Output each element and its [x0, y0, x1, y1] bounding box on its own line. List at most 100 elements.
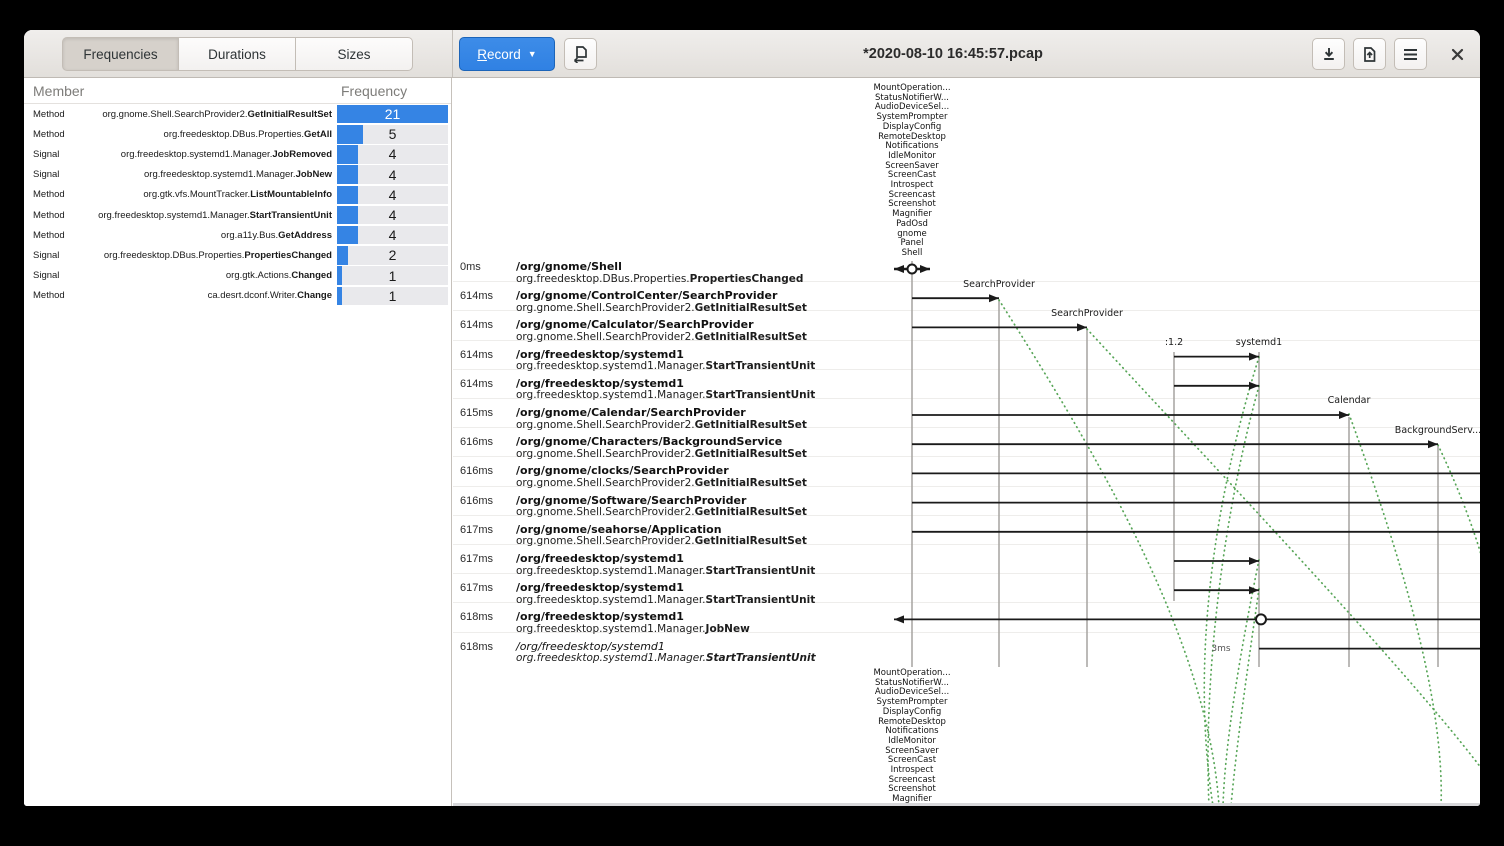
- timestamp: 614ms: [460, 290, 494, 303]
- lifeline-label: IdleMonitor: [888, 735, 936, 746]
- message-detail: org.gnome.Shell.SearchProvider2.GetIniti…: [516, 330, 807, 343]
- lifeline-label: ScreenSaver: [885, 745, 939, 756]
- timeline-row[interactable]: 614ms/org/gnome/ControlCenter/SearchProv…: [453, 289, 923, 318]
- lifeline-label: Screenshot: [888, 784, 936, 795]
- close-icon: [1451, 48, 1463, 60]
- close-button[interactable]: [1442, 38, 1472, 70]
- frequency-bar: 1: [337, 266, 448, 285]
- lifeline-label: StatusNotifierW...: [875, 677, 949, 688]
- table-row[interactable]: Signal org.freedesktop.systemd1.Manager.J…: [24, 144, 451, 164]
- stats-table-body: Method org.gnome.Shell.SearchProvider2.Ge…: [24, 104, 451, 306]
- bustle-window: Frequencies Durations Sizes Record ▼ *20…: [24, 30, 1480, 806]
- table-row[interactable]: Signal org.freedesktop.DBus.Properties.Pr…: [24, 245, 451, 265]
- timeline-row[interactable]: 614ms/org/freedesktop/systemd1 org.freede…: [453, 377, 923, 406]
- object-path: /org/freedesktop/systemd1: [516, 610, 684, 624]
- member-name: org.gtk.Actions.Changed: [225, 270, 332, 282]
- timestamp: 618ms: [460, 611, 494, 624]
- table-row[interactable]: Method org.gtk.vfs.MountTracker.ListMount…: [24, 185, 451, 205]
- frequency-value: 4: [388, 166, 397, 183]
- table-row[interactable]: Method org.gnome.Shell.SearchProvider2.Ge…: [24, 104, 451, 124]
- object-path: /org/gnome/seahorse/Application: [516, 522, 722, 536]
- lifeline-label: SystemPrompter: [876, 697, 948, 708]
- message-detail: org.freedesktop.DBus.Properties.Properti…: [516, 272, 804, 285]
- timeline-row[interactable]: 614ms/org/freedesktop/systemd1 org.freede…: [453, 348, 923, 377]
- timestamp: 616ms: [460, 436, 494, 449]
- timeline-row[interactable]: 616ms/org/gnome/Characters/BackgroundSer…: [453, 435, 923, 464]
- object-path: /org/freedesktop/systemd1: [516, 639, 665, 653]
- lifeline-label: RemoteDesktop: [878, 131, 946, 142]
- timeline-row[interactable]: 618ms/org/freedesktop/systemd1 org.freede…: [453, 640, 923, 669]
- frequency-value: 1: [388, 287, 397, 304]
- tab-sizes[interactable]: Sizes: [296, 37, 413, 71]
- table-row[interactable]: Method org.freedesktop.DBus.Properties.Ge…: [24, 124, 451, 144]
- svg-text:SearchProvider: SearchProvider: [963, 279, 1035, 290]
- object-path: /org/gnome/Calendar/SearchProvider: [516, 406, 746, 419]
- timeline-row[interactable]: 616ms/org/gnome/clocks/SearchProvider org…: [453, 464, 923, 493]
- timeline-row[interactable]: 617ms/org/freedesktop/systemd1 org.freede…: [453, 552, 923, 581]
- object-path: /org/gnome/Calculator/SearchProvider: [516, 318, 754, 332]
- frequency-bar: 4: [337, 165, 448, 184]
- member-kind: Signal: [33, 270, 60, 282]
- member-name: org.freedesktop.systemd1.Manager.StartTr…: [98, 209, 332, 221]
- column-header-member[interactable]: Member: [33, 83, 85, 99]
- save-as-button[interactable]: [1353, 38, 1386, 70]
- frequency-bar: 1: [337, 286, 448, 306]
- row-separator: [453, 514, 1480, 516]
- timeline-row[interactable]: 618ms/org/freedesktop/systemd1 org.freede…: [453, 610, 923, 639]
- lifeline-labels-bottom: MountOperation... StatusNotifierW... Audio…: [792, 668, 1032, 805]
- message-detail: org.gnome.Shell.SearchProvider2.GetIniti…: [516, 418, 807, 431]
- object-path: /org/freedesktop/systemd1: [516, 376, 684, 390]
- frequency-bar-fill: [337, 145, 359, 164]
- open-pcap-button[interactable]: [564, 38, 597, 70]
- column-header-frequency[interactable]: Frequency: [341, 83, 408, 99]
- table-row[interactable]: Method org.freedesktop.systemd1.Manager.S…: [24, 205, 451, 225]
- lifeline-labels-top: MountOperation... StatusNotifierW... Audio…: [792, 83, 1032, 259]
- download-button[interactable]: [1312, 38, 1345, 70]
- tab-durations[interactable]: Durations: [179, 37, 296, 71]
- row-separator: [453, 310, 1480, 312]
- record-button[interactable]: Record ▼: [459, 37, 555, 71]
- frequency-bar-fill: [337, 104, 448, 124]
- timeline-row[interactable]: 614ms/org/gnome/Calculator/SearchProvide…: [453, 318, 923, 347]
- message-detail: org.freedesktop.systemd1.Manager.StartTr…: [516, 652, 816, 665]
- timeline-row[interactable]: 617ms/org/gnome/seahorse/Application org.…: [453, 523, 923, 552]
- object-path: /org/freedesktop/systemd1: [516, 347, 684, 361]
- lifeline-label: Magnifier: [892, 209, 932, 220]
- frequency-bar-fill: [337, 125, 364, 144]
- lifeline-label: ScreenCast: [887, 170, 937, 181]
- timeline-row[interactable]: 615ms/org/gnome/Calendar/SearchProvider o…: [453, 406, 923, 435]
- member-name: org.freedesktop.systemd1.Manager.JobNew: [144, 169, 332, 181]
- timeline-row[interactable]: 617ms/org/freedesktop/systemd1 org.freede…: [453, 581, 923, 610]
- member-name: org.a11y.Bus.GetAddress: [220, 229, 332, 241]
- lifeline-label: MountOperation...: [873, 668, 951, 678]
- lifeline-label: Shell: [901, 247, 923, 258]
- timeline-row[interactable]: 0ms/org/gnome/Shell org.freedesktop.DBus.…: [453, 260, 923, 289]
- member-kind: Method: [33, 209, 65, 221]
- timeline-row[interactable]: 616ms/org/gnome/Software/SearchProvider o…: [453, 494, 923, 523]
- table-row[interactable]: Method ca.desrt.dconf.Writer.Change 1: [24, 286, 451, 306]
- object-path: /org/freedesktop/systemd1: [516, 552, 684, 565]
- save-as-icon: [1364, 46, 1376, 62]
- menu-button[interactable]: [1394, 38, 1427, 70]
- lifeline-label: DisplayConfig: [882, 121, 942, 132]
- message-detail: org.gnome.Shell.SearchProvider2.GetIniti…: [516, 301, 807, 314]
- table-row[interactable]: Method org.a11y.Bus.GetAddress 4: [24, 225, 451, 245]
- lifeline-label: AudioDeviceSel...: [874, 687, 950, 698]
- frequency-stats-pane: Member Frequency Method org.gnome.Shell.S…: [24, 78, 452, 806]
- table-row[interactable]: Signal org.freedesktop.systemd1.Manager.J…: [24, 165, 451, 185]
- timestamp: 614ms: [460, 319, 494, 332]
- frequency-bar-fill: [337, 185, 359, 205]
- message-detail: org.freedesktop.systemd1.Manager.StartTr…: [516, 360, 816, 373]
- frequency-bar-fill: [337, 266, 343, 285]
- svg-text:BackgroundServ...: BackgroundServ...: [1395, 425, 1480, 436]
- lifeline-label: IdleMonitor: [888, 150, 936, 161]
- horizontal-scrollbar[interactable]: [453, 803, 1480, 806]
- row-separator: [453, 573, 1480, 575]
- object-path: /org/gnome/Characters/BackgroundService: [516, 435, 783, 449]
- lifeline-label: AudioDeviceSel...: [874, 102, 950, 113]
- tab-frequencies[interactable]: Frequencies: [62, 37, 179, 71]
- table-row[interactable]: Signal org.gtk.Actions.Changed 1: [24, 266, 451, 286]
- frequency-value: 4: [388, 146, 397, 163]
- member-name: org.gnome.Shell.SearchProvider2.GetIniti…: [102, 108, 332, 120]
- message-detail: org.gnome.Shell.SearchProvider2.GetIniti…: [516, 476, 807, 489]
